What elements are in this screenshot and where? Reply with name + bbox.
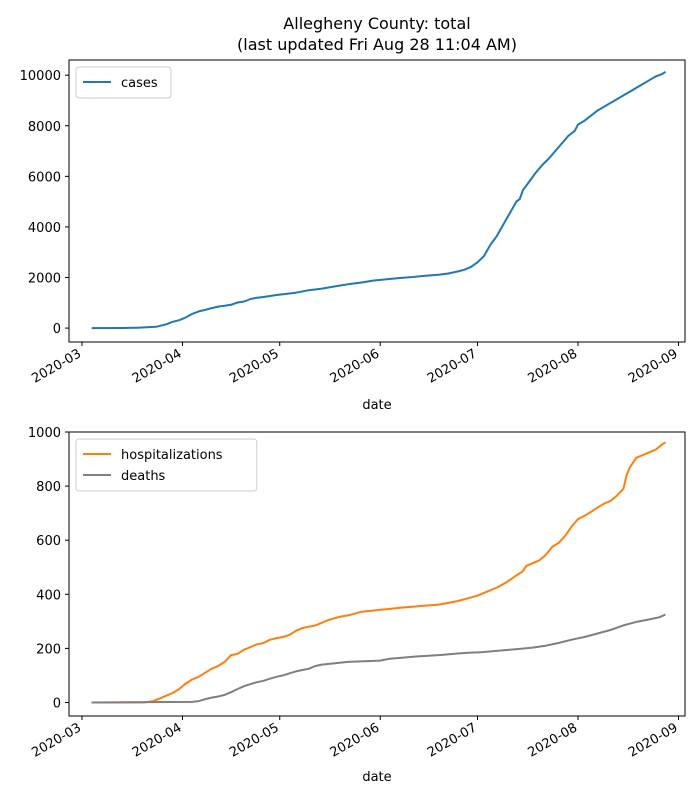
y-tick-label: 0	[53, 696, 61, 711]
figure-title-line-1: Allegheny County: total	[283, 14, 470, 33]
legend-label-deaths: deaths	[121, 469, 166, 484]
figure-title-line-2: (last updated Fri Aug 28 11:04 AM)	[237, 35, 517, 54]
legend-label-cases: cases	[121, 76, 158, 91]
y-tick-label: 1000	[28, 426, 61, 441]
axes-frame	[68, 59, 686, 343]
x-axis-label: date	[362, 398, 391, 413]
legend: hospitalizations deaths	[75, 438, 258, 492]
y-tick-label: 2000	[28, 272, 61, 287]
y-tick-label: 0	[53, 322, 61, 337]
legend-box	[75, 438, 258, 492]
y-tick-label: 600	[36, 534, 61, 549]
series-line-cases	[91, 71, 667, 330]
legend-label-hospitalizations: hospitalizations	[121, 448, 223, 463]
y-tick-label: 400	[36, 588, 61, 603]
y-tick-label: 4000	[28, 221, 61, 236]
axes-frame	[68, 431, 686, 717]
series-line-hospitalizations	[91, 441, 667, 704]
x-axis-label: date	[362, 770, 391, 785]
y-tick-label: 200	[36, 642, 61, 657]
y-tick-label: 800	[36, 480, 61, 495]
legend-box	[75, 66, 172, 99]
y-tick-label: 10000	[20, 69, 61, 84]
series-line-deaths	[91, 613, 666, 704]
y-tick-label: 8000	[28, 120, 61, 135]
legend: cases	[75, 66, 172, 99]
y-tick-label: 6000	[28, 170, 61, 185]
